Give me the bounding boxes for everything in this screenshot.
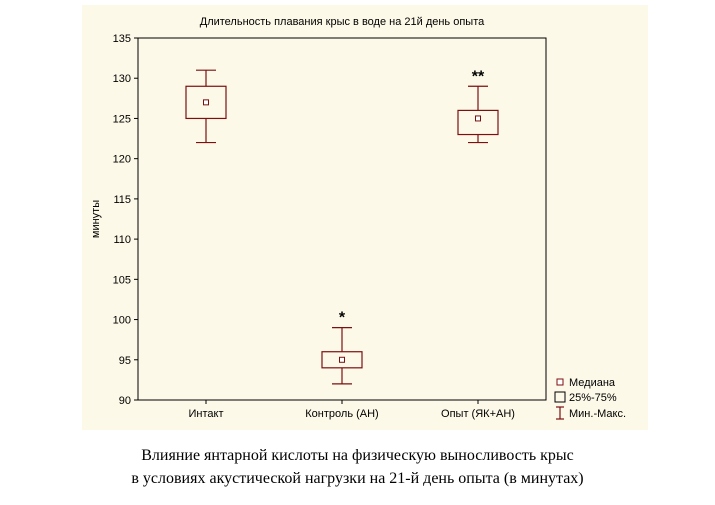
x-tick-label-3: Опыт (ЯК+АН) [441,408,515,420]
box-2-median-marker [339,356,345,363]
y-tick-label-130: 130 [113,73,131,85]
box-plot-chart: Длительность плавания крыс в воде на 21й… [90,16,626,420]
legend-median-label: Медиана [569,377,616,389]
y-tick-label-110: 110 [113,234,131,246]
chart-panel: Длительность плавания крыс в воде на 21й… [82,5,648,430]
y-tick-label-95: 95 [119,355,131,367]
y-axis-label: минуты [90,200,102,238]
box-3-median-marker [475,115,481,122]
y-tick-label-120: 120 [113,154,131,166]
legend-box-label: 25%-75% [569,392,617,404]
box-2-significance-marker: * [339,310,346,327]
x-tick-label-1: Интакт [189,408,224,420]
figure-caption-line-1: Влияние янтарной кислоты на физическую в… [141,447,574,464]
y-tick-label-100: 100 [113,315,131,327]
x-tick-label-2: Контроль (АН) [305,408,378,420]
y-tick-label-105: 105 [113,274,131,286]
chart-title: Длительность плавания крыс в воде на 21й… [200,16,485,28]
box-3-iqr-box [457,109,499,136]
box-1-iqr-box [185,85,227,120]
figure-caption-line-2: в условиях акустической нагрузки на 21-й… [131,470,584,487]
legend-whisker-label: Мин.-Макс. [569,408,626,420]
y-tick-label-115: 115 [113,194,131,206]
y-tick-label-90: 90 [119,395,131,407]
legend-median-icon [556,378,564,386]
box-3-significance-marker: ** [472,68,485,85]
box-2-iqr-box [321,351,363,369]
legend-box-icon [554,391,566,403]
box-1-median-marker [203,99,209,106]
y-tick-label-135: 135 [113,33,131,45]
y-tick-label-125: 125 [113,113,131,125]
